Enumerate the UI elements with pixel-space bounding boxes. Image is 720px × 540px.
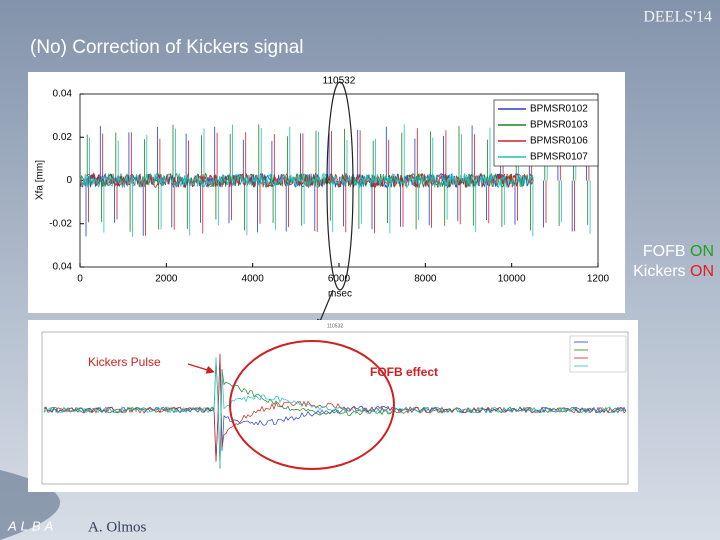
legend-label: BPMSR0103 — [530, 120, 588, 131]
header: DEELS'14 — [643, 9, 712, 26]
plot-area — [41, 331, 629, 485]
legend-label: BPMSR0106 — [530, 136, 588, 147]
legend-label: BPMSR0102 — [530, 104, 588, 115]
top-plot: 0.04 0.02 0 -0.02 0.04 0 2000 4000 6000 8000 10000… — [35, 76, 610, 327]
trace — [79, 124, 591, 237]
x-tick-label: 10000 — [498, 274, 526, 285]
y-tick-label: 0 — [66, 175, 72, 186]
trace — [43, 357, 627, 466]
legend-box — [569, 335, 627, 373]
side-label-name: Kickers — [633, 263, 685, 280]
side-label-name: FOFB — [643, 243, 686, 260]
x-tick-label: 1200 — [587, 274, 610, 285]
x-axis-label: msec — [328, 289, 352, 300]
bottom-plot: 110532 Kickers Pulse FOFB effect — [41, 323, 629, 485]
legend-label: BPMSR0107 — [530, 152, 588, 163]
y-axis-label: Xfa [mm] — [35, 160, 46, 200]
x-tick-label: 8000 — [414, 274, 437, 285]
arrow — [187, 363, 215, 374]
x-tick-label: 6000 — [328, 274, 351, 285]
slide-title: (No) Correction of Kickers signal — [30, 37, 303, 58]
logo: ALBA — [7, 518, 57, 533]
y-tick-label: 0.04 — [53, 262, 73, 273]
legend-box — [493, 99, 599, 167]
y-tick-label: 0.04 — [53, 89, 73, 100]
annotation: Kickers Pulse — [88, 355, 161, 369]
trace — [79, 124, 589, 232]
x-tick-label: 0 — [77, 274, 83, 285]
x-tick-label: 2000 — [155, 274, 178, 285]
y-tick-label: 0.02 — [53, 132, 73, 143]
highlight-ellipse — [229, 340, 395, 470]
side-label: Kickers ON — [633, 263, 714, 280]
trace — [43, 353, 627, 462]
x-tick-label: 4000 — [242, 274, 265, 285]
side-label-state: ON — [690, 243, 714, 260]
author: A. Olmos — [88, 519, 147, 535]
annotation: FOFB effect — [370, 365, 438, 379]
side-label: FOFB ON — [643, 243, 714, 260]
y-tick-label: -0.02 — [49, 218, 72, 229]
plot-title: 110532 — [327, 323, 344, 329]
side-label-state: ON — [690, 263, 714, 280]
plot-title: 110532 — [323, 76, 356, 87]
highlight-ellipse — [326, 81, 354, 291]
